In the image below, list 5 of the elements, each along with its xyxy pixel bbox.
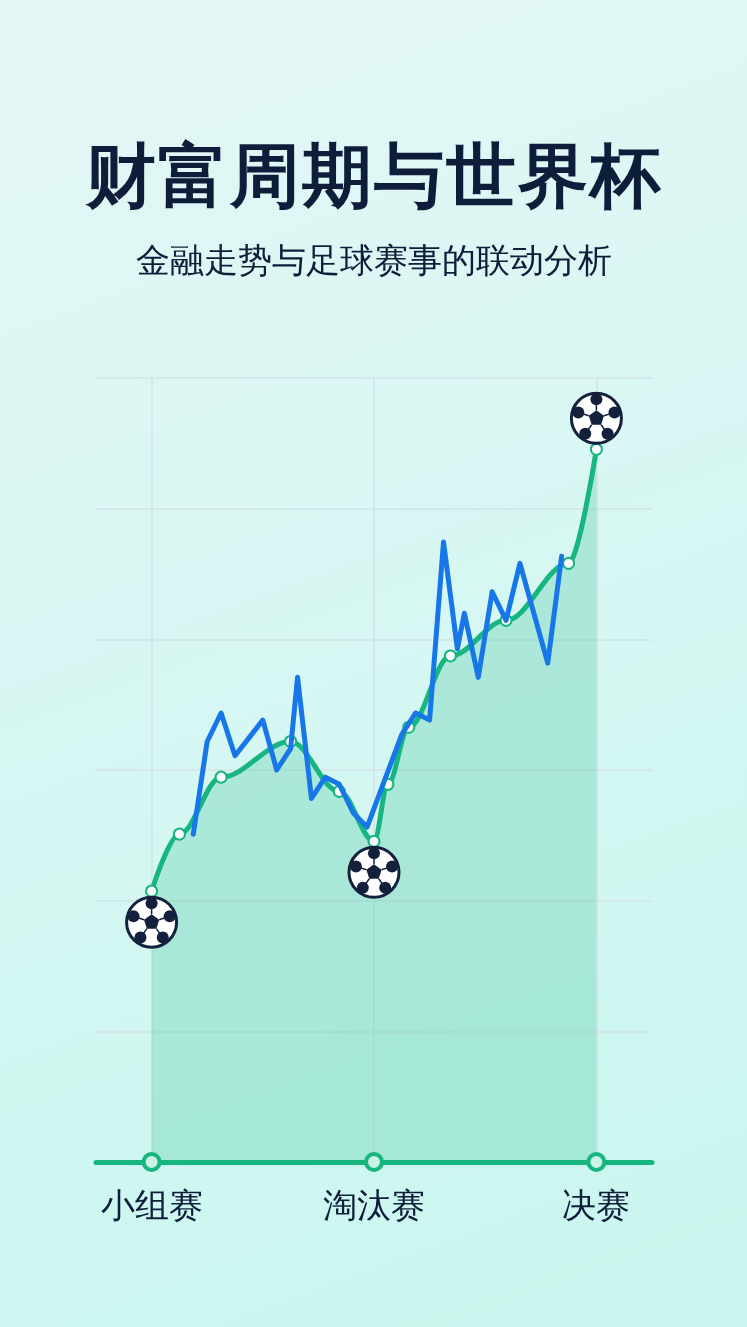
x-tick-label: 淘汰赛 bbox=[323, 1186, 425, 1224]
chart-title: 财富周期与世界杯 bbox=[84, 134, 663, 219]
x-tick-label: 决赛 bbox=[562, 1186, 631, 1224]
chart-subtitle: 金融走势与足球赛事的联动分析 bbox=[134, 239, 613, 282]
x-tick-label: 小组赛 bbox=[100, 1186, 203, 1224]
